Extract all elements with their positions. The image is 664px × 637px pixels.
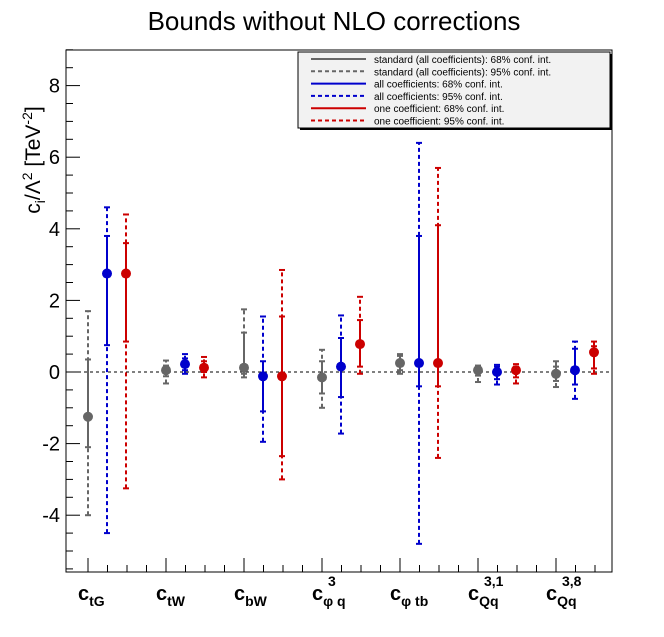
data-point xyxy=(83,411,93,422)
legend-label: one coefficient: 68% conf. int. xyxy=(374,104,504,115)
data-point xyxy=(473,365,483,376)
y-axis-label: ci/Λ2 [TeV-2] xyxy=(19,106,48,213)
axis-layer: -4 -2 0 2 4 6 8ci/Λ2 [TeV-2] ctG ctW cbW cφ q3 cφ t… xyxy=(19,49,612,609)
plot-frame xyxy=(65,49,613,573)
data-point xyxy=(102,268,112,279)
x-tick-label: cφ tb xyxy=(390,583,428,609)
data-point xyxy=(551,368,561,379)
data-point xyxy=(433,358,443,369)
data-point xyxy=(161,365,171,376)
x-tick-label-superscript: 3,8 xyxy=(562,573,582,589)
x-tick-label-superscript: 3,1 xyxy=(484,573,504,589)
x-tick-label: ctW xyxy=(156,583,186,609)
legend-label: one coefficient: 95% conf. int. xyxy=(374,117,504,128)
legend-box xyxy=(297,51,611,129)
legend-label: standard (all coefficients): 68% conf. i… xyxy=(374,55,551,66)
data-point xyxy=(336,361,346,372)
y-tick-label: 4 xyxy=(49,219,60,241)
chart-title: Bounds without NLO corrections xyxy=(148,6,521,36)
data-point xyxy=(414,358,424,369)
data-point xyxy=(258,371,268,382)
y-tick-label: 0 xyxy=(49,362,60,384)
data-point xyxy=(180,359,190,370)
data-point xyxy=(277,371,287,382)
data-point xyxy=(239,362,249,373)
data-point xyxy=(355,339,365,350)
y-tick-label: 6 xyxy=(49,147,60,169)
x-tick-label: ctG xyxy=(78,583,105,609)
data-point xyxy=(317,372,327,383)
y-tick-label: -2 xyxy=(42,434,60,456)
x-tick-label-superscript: 3 xyxy=(328,573,336,589)
legend-label: all coefficients: 95% conf. int. xyxy=(374,92,503,103)
legend-label: all coefficients: 68% conf. int. xyxy=(374,80,503,91)
x-tick-label: cQq xyxy=(468,583,499,609)
y-tick-label: -4 xyxy=(42,505,60,527)
data-point xyxy=(589,347,599,358)
x-tick-label: cQq xyxy=(546,583,577,609)
data-point xyxy=(199,362,209,373)
data-point xyxy=(492,367,502,377)
legend-label: standard (all coefficients): 95% conf. i… xyxy=(374,67,551,78)
data-point xyxy=(121,268,131,279)
y-tick-label: 2 xyxy=(49,290,60,312)
data-point xyxy=(570,365,580,376)
data-layer xyxy=(83,141,599,545)
x-tick-label: cφ q xyxy=(312,583,346,609)
data-point xyxy=(395,358,405,369)
y-tick-label: 8 xyxy=(49,76,60,98)
data-point xyxy=(511,365,521,376)
legend: standard (all coefficients): 68% conf. i… xyxy=(297,51,612,130)
x-tick-label: cbW xyxy=(234,583,268,609)
